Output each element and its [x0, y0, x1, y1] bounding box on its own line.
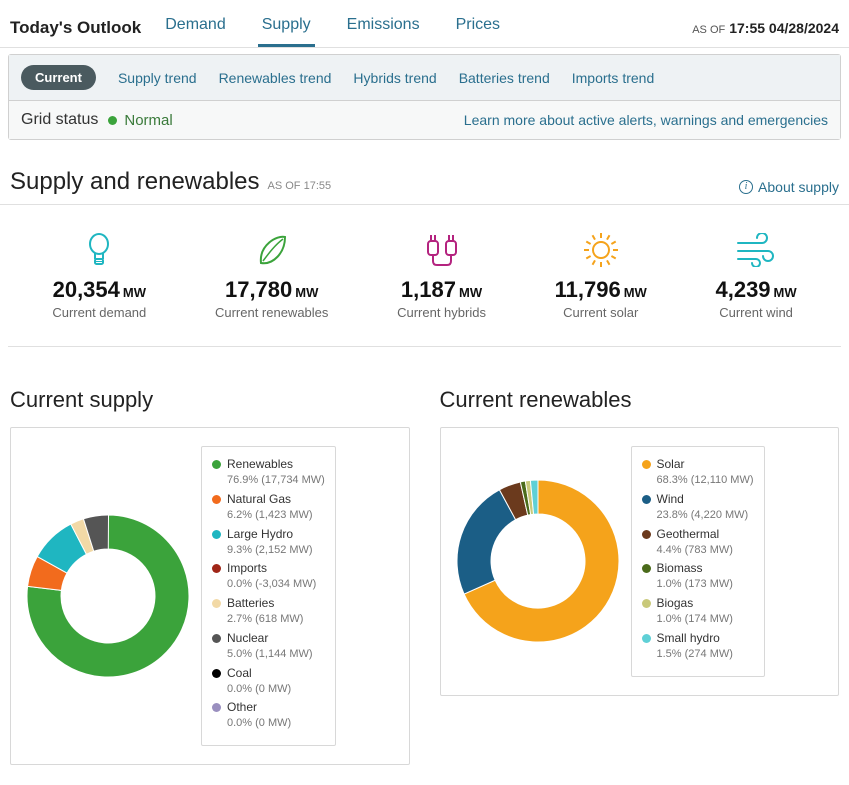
legend-swatch-icon	[212, 669, 221, 678]
tab-demand[interactable]: Demand	[161, 8, 229, 47]
legend-item: Wind23.8% (4,220 MW)	[642, 492, 754, 523]
legend-item: Small hydro1.5% (274 MW)	[642, 631, 754, 662]
legend-item: Solar68.3% (12,110 MW)	[642, 457, 754, 488]
subtab-batteries-trend[interactable]: Batteries trend	[459, 70, 550, 86]
subtabs-panel: Current Supply trend Renewables trend Hybr…	[8, 54, 841, 140]
legend-swatch-icon	[212, 564, 221, 573]
legend-swatch-icon	[642, 530, 651, 539]
renew-chart-card: Solar68.3% (12,110 MW) Wind23.8% (4,220 …	[440, 427, 840, 696]
page-title: Today's Outlook	[10, 18, 141, 38]
info-icon: i	[739, 180, 753, 194]
section-header: Supply and renewables AS OF 17:55 i Abou…	[0, 140, 849, 205]
legend-swatch-icon	[212, 495, 221, 504]
legend-swatch-icon	[642, 495, 651, 504]
bulb-icon	[52, 231, 146, 269]
metric-current-hybrids: 1,187MW Current hybrids	[397, 231, 486, 320]
legend-item: Nuclear5.0% (1,144 MW)	[212, 631, 325, 662]
legend-item: Batteries2.7% (618 MW)	[212, 596, 325, 627]
renew-chart-title: Current renewables	[440, 387, 840, 413]
legend-item: Imports0.0% (-3,034 MW)	[212, 561, 325, 592]
section-asof: AS OF 17:55	[268, 180, 332, 192]
learn-more-link[interactable]: Learn more about active alerts, warnings…	[464, 112, 828, 128]
top-bar: Today's Outlook Demand Supply Emissions Pri…	[0, 0, 849, 48]
sun-icon	[555, 231, 647, 269]
legend-swatch-icon	[642, 634, 651, 643]
plug-icon	[397, 231, 486, 269]
legend-swatch-icon	[642, 564, 651, 573]
legend-item: Large Hydro9.3% (2,152 MW)	[212, 527, 325, 558]
metric-current-renewables: 17,780MW Current renewables	[215, 231, 328, 320]
legend-item: Natural Gas6.2% (1,423 MW)	[212, 492, 325, 523]
supply-chart-card: Renewables76.9% (17,734 MW) Natural Gas6…	[10, 427, 410, 765]
legend-swatch-icon	[212, 599, 221, 608]
grid-status-label: Grid status	[21, 111, 98, 129]
renew-donut	[453, 476, 623, 646]
legend-swatch-icon	[212, 634, 221, 643]
legend-item: Coal0.0% (0 MW)	[212, 666, 325, 697]
main-tabs: Demand Supply Emissions Prices	[161, 8, 692, 47]
legend-swatch-icon	[212, 530, 221, 539]
charts-row: Current supply Renewables76.9% (17,734 M…	[0, 347, 849, 785]
supply-chart-title: Current supply	[10, 387, 410, 413]
section-title: Supply and renewables	[10, 168, 260, 196]
supply-chart-col: Current supply Renewables76.9% (17,734 M…	[10, 387, 410, 765]
legend-item: Biogas1.0% (174 MW)	[642, 596, 754, 627]
status-dot-icon	[108, 116, 117, 125]
legend-item: Renewables76.9% (17,734 MW)	[212, 457, 325, 488]
metric-current-demand: 20,354MW Current demand	[52, 231, 146, 320]
legend-item: Geothermal4.4% (783 MW)	[642, 527, 754, 558]
asof-label: AS OF	[692, 24, 725, 36]
leaf-icon	[215, 231, 328, 269]
about-supply-link[interactable]: i About supply	[739, 179, 839, 195]
asof-stamp: AS OF 17:55 04/28/2024	[692, 20, 839, 36]
supply-donut	[23, 511, 193, 681]
renew-legend: Solar68.3% (12,110 MW) Wind23.8% (4,220 …	[631, 446, 765, 677]
legend-swatch-icon	[212, 703, 221, 712]
subtab-renewables-trend[interactable]: Renewables trend	[219, 70, 332, 86]
renew-chart-col: Current renewables Solar68.3% (12,110 MW…	[440, 387, 840, 765]
subtab-supply-trend[interactable]: Supply trend	[118, 70, 197, 86]
subtab-hybrids-trend[interactable]: Hybrids trend	[353, 70, 436, 86]
grid-status-row: Grid status Normal Learn more about acti…	[9, 101, 840, 139]
subtab-imports-trend[interactable]: Imports trend	[572, 70, 654, 86]
legend-item: Biomass1.0% (173 MW)	[642, 561, 754, 592]
supply-legend: Renewables76.9% (17,734 MW) Natural Gas6…	[201, 446, 336, 746]
grid-status-state: Normal	[124, 112, 172, 129]
metric-current-wind: 4,239MW Current wind	[715, 231, 796, 320]
wind-icon	[715, 231, 796, 269]
legend-swatch-icon	[212, 460, 221, 469]
metric-current-solar: 11,796MW Current solar	[555, 231, 647, 320]
metrics-row: 20,354MW Current demand 17,780MW Current…	[8, 205, 841, 347]
subtabs: Current Supply trend Renewables trend Hybr…	[9, 55, 840, 101]
subtab-current[interactable]: Current	[21, 65, 96, 90]
tab-supply[interactable]: Supply	[258, 8, 315, 47]
tab-prices[interactable]: Prices	[452, 8, 504, 47]
legend-item: Other0.0% (0 MW)	[212, 700, 325, 731]
tab-emissions[interactable]: Emissions	[343, 8, 424, 47]
legend-swatch-icon	[642, 460, 651, 469]
asof-time: 17:55 04/28/2024	[729, 20, 839, 36]
legend-swatch-icon	[642, 599, 651, 608]
